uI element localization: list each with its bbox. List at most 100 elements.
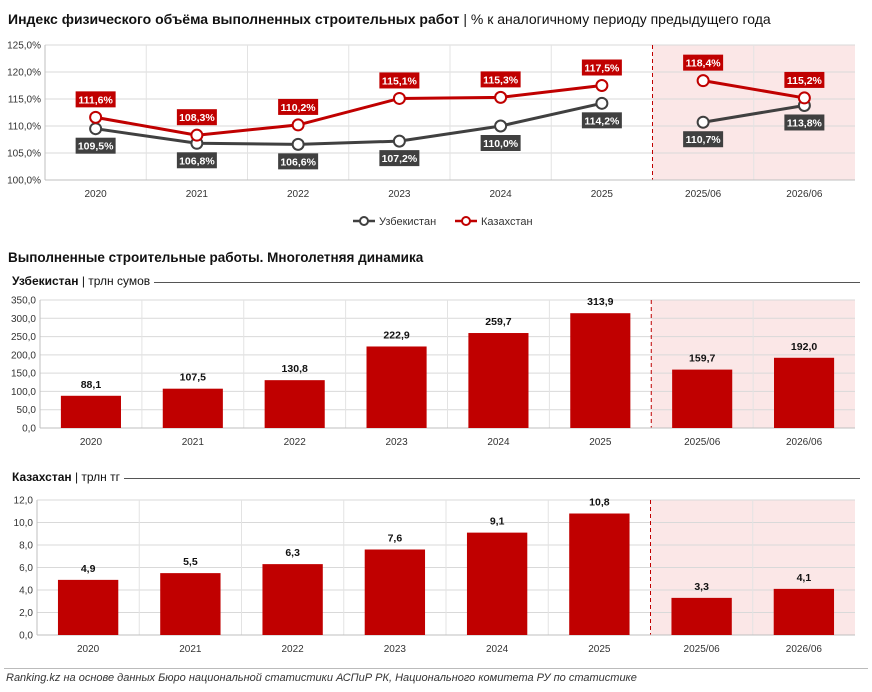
y-tick-label-line: 120,0% [7,68,41,79]
y-tick-label-uz: 50,0 [17,405,37,416]
bar-value-label-kz: 4,1 [797,572,812,584]
bar-value-label-kz: 10,8 [589,497,610,509]
data-point-kz [696,74,710,88]
data-label-uz: 110,7% [686,134,722,146]
y-tick-label-uz: 100,0 [11,387,36,398]
x-tick-label-kz: 2023 [384,644,407,655]
x-tick-label-kz: 2022 [282,644,305,655]
x-tick-label-line: 2020 [85,189,108,200]
legend-label-uz: Узбекистан [379,216,436,228]
bar-value-label-uz: 222,9 [383,329,409,341]
bar-uz [264,380,325,428]
y-tick-label-uz: 250,0 [11,332,36,343]
bar-value-label-kz: 3,3 [694,581,709,593]
data-point-kz [392,91,406,105]
x-tick-label-line: 2021 [186,189,209,200]
x-tick-label-kz: 2020 [77,644,100,655]
bar-section-title: Выполненные строительные работы. Многоле… [8,250,424,265]
data-label-uz: 109,5% [78,141,114,153]
y-tick-label-line: 115,0% [8,95,41,106]
data-point-uz [696,115,710,129]
data-point-uz [291,137,305,151]
data-label-box-uz [480,135,521,151]
data-label-box-kz [176,109,217,126]
footer-source: Ranking.kz на основе данных Бюро национа… [6,672,637,684]
line-chart-title: Индекс физического объёма выполненных ст… [8,11,771,27]
x-tick-label-line: 2022 [287,189,310,200]
bar-value-label-kz: 6,3 [285,547,300,559]
data-label-box-kz [379,72,420,89]
bar-uz [366,346,427,428]
series-line-forecast-uz [702,104,805,124]
data-label-uz: 113,8% [787,117,823,129]
bar-kz [262,564,323,635]
data-label-box-uz [176,152,217,169]
data-label-box-uz [278,153,319,170]
bar-value-label-uz: 313,9 [587,296,613,308]
data-label-box-uz [379,150,420,167]
bar-value-label-kz: 4,9 [81,563,96,575]
data-label-box-uz [784,114,825,131]
y-tick-label-uz: 350,0 [11,296,36,307]
data-label-kz: 110,2% [281,102,317,114]
data-label-kz: 115,1% [382,75,418,87]
bar-uz [60,395,121,428]
x-tick-label-line: 2025/06 [685,189,722,200]
y-tick-label-uz: 150,0 [11,369,36,380]
x-tick-label-kz: 2026/06 [786,644,823,655]
data-label-box-kz [75,91,116,108]
bar-kz [160,573,221,635]
data-point-kz [190,128,204,142]
x-tick-label-uz: 2026/06 [786,437,823,448]
x-tick-label-line: 2026/06 [786,189,823,200]
series-line-uz [95,101,603,146]
data-label-uz: 107,2% [382,153,418,165]
data-point-kz [797,91,811,105]
data-label-box-kz [278,98,319,115]
y-tick-label-line: 100,0% [7,176,41,187]
x-tick-label-kz: 2024 [486,644,509,655]
bar-kz [671,597,732,635]
x-tick-label-kz: 2025 [588,644,611,655]
bar-value-label-uz: 107,5 [180,372,206,384]
bar-value-label-kz: 5,5 [183,556,198,568]
y-tick-label-kz: 4,0 [19,586,33,597]
footer-rule [4,668,868,669]
data-label-uz: 106,6% [280,156,316,168]
data-point-kz [89,110,103,124]
x-tick-label-line: 2025 [591,189,614,200]
bar-value-label-kz: 9,1 [490,516,505,528]
x-tick-label-uz: 2022 [284,437,307,448]
legend-marker-kz [461,216,471,226]
y-tick-label-uz: 200,0 [11,350,36,361]
x-tick-label-line: 2024 [490,189,513,200]
bar-kz [773,588,835,635]
data-label-kz: 117,5% [584,63,620,75]
data-point-uz [392,134,406,148]
kz-subtitle-rule [12,478,860,479]
x-tick-label-line: 2023 [388,189,411,200]
data-label-kz: 115,2% [787,75,823,87]
data-label-box-kz [581,59,622,76]
data-label-uz: 106,8% [179,155,215,167]
bar-value-label-uz: 159,7 [689,353,715,365]
data-point-uz [494,119,508,133]
data-point-kz [595,79,609,92]
y-tick-label-kz: 12,0 [14,496,34,507]
y-tick-label-uz: 0,0 [22,424,36,435]
data-label-box-uz [683,131,724,148]
bar-value-label-uz: 259,7 [485,316,511,328]
data-label-uz: 110,0% [483,138,519,150]
data-label-box-kz [784,71,825,88]
bar-kz [364,549,426,635]
y-tick-label-line: 125,0% [7,41,41,52]
y-tick-label-line: 105,0% [7,149,41,160]
x-tick-label-kz: 2021 [179,644,202,655]
data-point-uz [595,96,609,110]
bar-uz [570,313,631,428]
data-label-kz: 108,3% [179,112,215,124]
y-tick-label-uz: 300,0 [11,314,36,325]
x-tick-label-uz: 2020 [80,437,103,448]
x-tick-label-uz: 2025/06 [684,437,721,448]
bar-uz [162,388,223,428]
